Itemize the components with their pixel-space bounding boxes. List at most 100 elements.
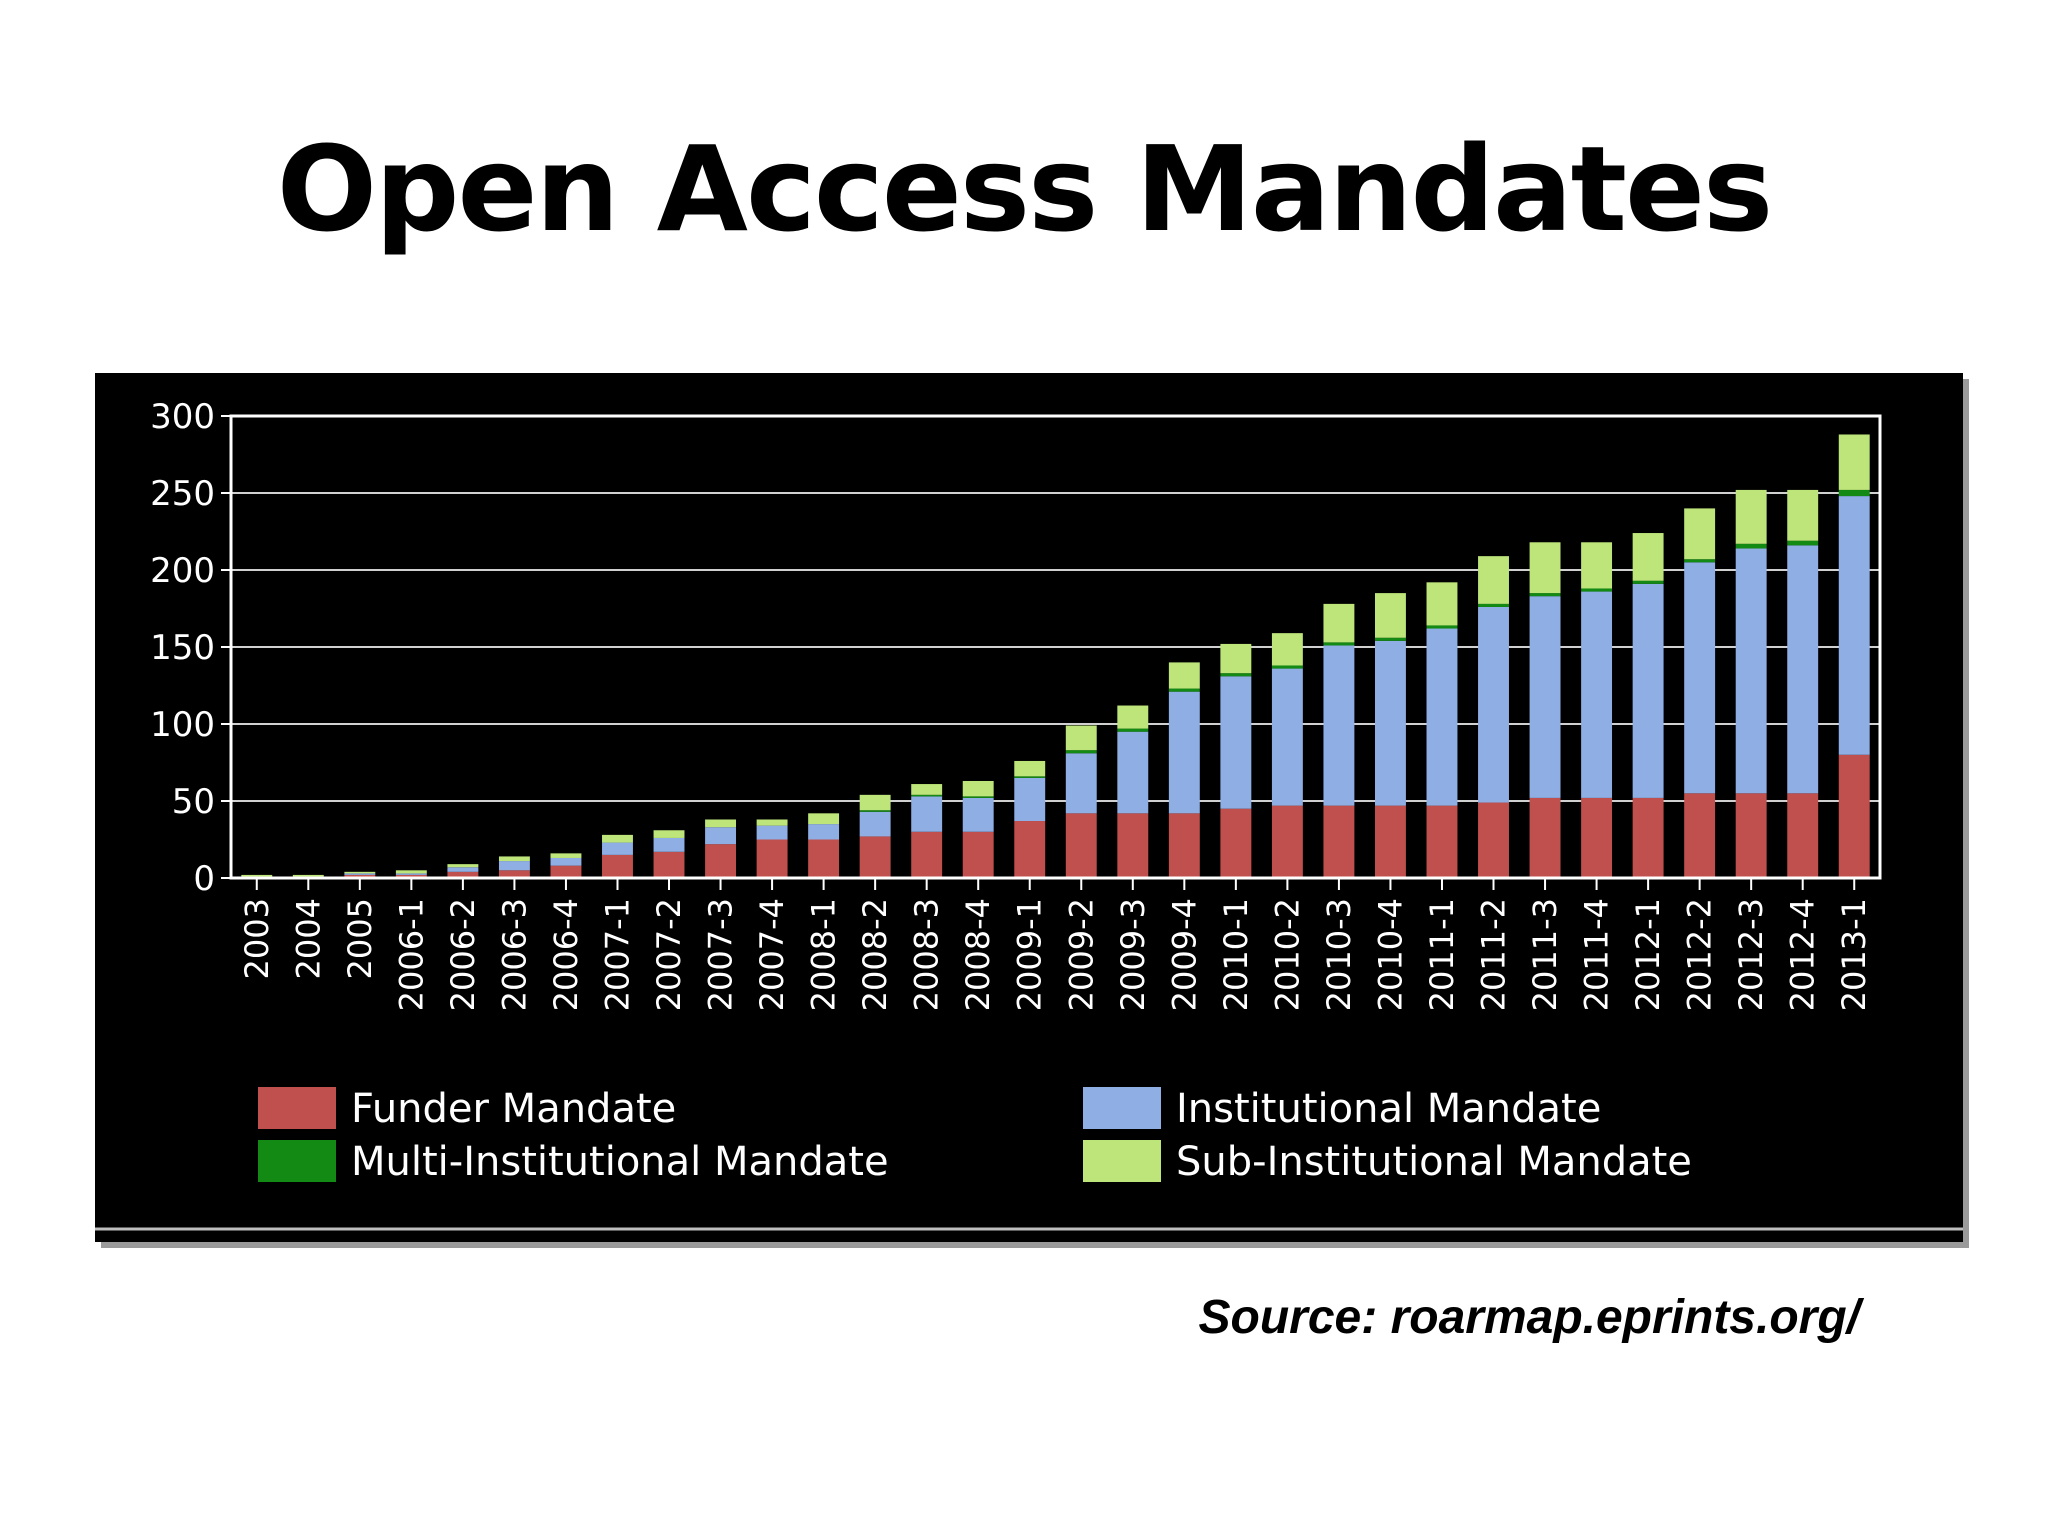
- bar-segment: [808, 813, 840, 825]
- bar-segment: [705, 827, 737, 845]
- bar-segment: [1374, 637, 1406, 641]
- bar-segment: [447, 864, 479, 868]
- bar-segment: [1220, 808, 1252, 878]
- bar-segment: [1014, 821, 1046, 878]
- bar-segment: [1014, 777, 1046, 822]
- x-tick-label: 2007-1: [598, 898, 636, 1011]
- bar-segment: [1117, 813, 1149, 878]
- x-tick-label: 2004: [289, 898, 327, 979]
- bar-segment: [705, 844, 737, 878]
- bar-segment: [1271, 665, 1303, 669]
- bar-segment: [653, 851, 685, 878]
- bar-segment: [911, 831, 943, 878]
- bar-segment: [447, 867, 479, 872]
- bar-segment: [550, 857, 582, 866]
- bar-segment: [705, 819, 737, 828]
- bar-segment: [1065, 753, 1097, 814]
- x-tick-label: 2006-1: [392, 898, 430, 1011]
- bar-segment: [1014, 776, 1046, 778]
- legend-label: Multi-Institutional Mandate: [351, 1139, 889, 1185]
- bar-segment: [447, 871, 479, 878]
- y-tick-label: 0: [193, 859, 215, 899]
- bar-segment: [1220, 643, 1252, 674]
- bar-segment: [1529, 596, 1561, 798]
- bar-segment: [1374, 805, 1406, 878]
- x-tick-label: 2008-2: [856, 898, 894, 1011]
- bar-segment: [1838, 434, 1870, 490]
- bar-segment: [1581, 797, 1613, 878]
- x-tick-label: 2009-4: [1165, 898, 1203, 1011]
- bar-segment: [653, 837, 685, 852]
- bar-segment: [1014, 760, 1046, 777]
- bar-segment: [911, 794, 943, 797]
- bar-segment: [1632, 580, 1664, 584]
- x-tick-label: 2011-3: [1526, 898, 1564, 1011]
- bar-segment: [1581, 591, 1613, 798]
- x-tick-label: 2010-3: [1320, 898, 1358, 1011]
- legend-swatch: [258, 1140, 336, 1182]
- bar-segment: [756, 819, 788, 826]
- bar-segment: [962, 796, 994, 798]
- bar-segment: [962, 797, 994, 832]
- bar-segment: [1323, 642, 1355, 646]
- bar-segment: [962, 780, 994, 797]
- x-tick-label: 2006-3: [495, 898, 533, 1011]
- bar-segment: [1426, 625, 1458, 629]
- x-tick-label: 2007-2: [650, 898, 688, 1011]
- bar-segment: [498, 870, 530, 878]
- x-tick-label: 2012-1: [1629, 898, 1667, 1011]
- y-tick-label: 50: [172, 782, 215, 822]
- bar-segment: [1478, 556, 1509, 604]
- bar-segment: [756, 839, 788, 878]
- bar-segment: [344, 873, 376, 875]
- legend-swatch: [1083, 1087, 1161, 1129]
- bar-segment: [498, 861, 530, 871]
- x-tick-label: 2003: [238, 898, 276, 979]
- bar-segment: [1478, 603, 1509, 607]
- bar-segment: [859, 794, 891, 811]
- legend-label: Funder Mandate: [351, 1086, 676, 1132]
- bar-segment: [1529, 593, 1561, 597]
- bar-segment: [1168, 813, 1200, 878]
- bar-segment: [1271, 805, 1303, 878]
- bar-segment: [1787, 793, 1819, 878]
- bar-segment: [1529, 542, 1561, 594]
- y-tick-label: 300: [150, 397, 215, 437]
- bar-segment: [1478, 606, 1509, 803]
- bar-segment: [1735, 793, 1767, 878]
- bar-segment: [962, 831, 994, 878]
- bar-segment: [1684, 559, 1716, 563]
- bar-segment: [1374, 640, 1406, 806]
- y-axis-ticks: 0 50 100 150 200 250 300: [150, 397, 231, 899]
- bar-segment: [1271, 668, 1303, 806]
- slide-title: Open Access Mandates: [276, 120, 1774, 258]
- bar-segment: [602, 834, 633, 843]
- bar-segment: [1168, 662, 1200, 689]
- bar-segment: [1838, 496, 1870, 755]
- bar-segment: [1117, 728, 1149, 732]
- x-axis-ticks: 2003 2004 2005 2006-1 2006-2 2006-3 2006-4 2007…: [238, 878, 1873, 1011]
- bar-segment: [859, 810, 891, 812]
- bar-segment: [1168, 688, 1200, 692]
- bar-segment: [911, 796, 943, 832]
- plot-frame: [229, 414, 1882, 880]
- x-tick-label: 2011-4: [1578, 898, 1616, 1011]
- bar-segment: [550, 853, 582, 858]
- bar-segment: [1065, 750, 1097, 754]
- bar-segment: [1581, 588, 1613, 592]
- bar-segment: [911, 784, 943, 795]
- bar-segment: [344, 874, 376, 878]
- bar-segment: [1838, 754, 1870, 878]
- x-tick-label: 2005: [341, 898, 379, 979]
- bar-segment: [1838, 489, 1870, 497]
- bar-segment: [1684, 508, 1716, 560]
- bar-segment: [1323, 603, 1355, 643]
- bar-segment: [395, 874, 427, 878]
- bar-segment: [1220, 676, 1252, 809]
- bar-segment: [1117, 731, 1149, 814]
- legend-swatch: [258, 1087, 336, 1129]
- bar-segment: [395, 870, 427, 874]
- bar-segment: [1787, 545, 1819, 794]
- bar-segment: [1787, 489, 1819, 541]
